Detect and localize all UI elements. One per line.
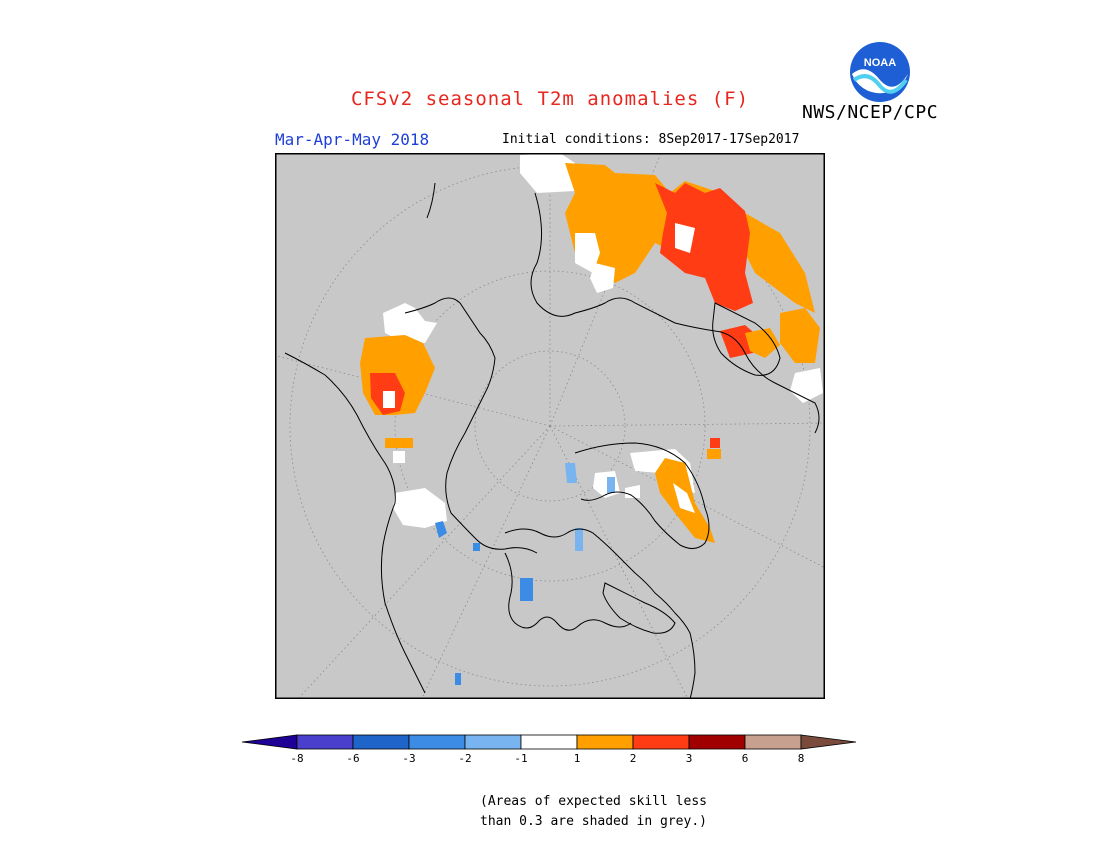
initial-conditions-label: Initial conditions: 8Sep2017-17Sep2017 <box>502 132 800 147</box>
footnote-line-1: (Areas of expected skill less <box>480 794 707 809</box>
legend-tick-label: -3 <box>402 752 415 765</box>
season-label: Mar-Apr-May 2018 <box>275 130 430 149</box>
legend-tick-label: 1 <box>574 752 581 765</box>
skill-footnote: (Areas of expected skill less than 0.3 a… <box>480 792 707 832</box>
organization-label: NWS/NCEP/CPC <box>802 102 939 123</box>
legend-swatch <box>520 734 578 750</box>
chart-title: CFSv2 seasonal T2m anomalies (F) <box>350 88 750 110</box>
legend-tick-label: 6 <box>742 752 749 765</box>
polar-map <box>264 142 836 714</box>
legend-swatch <box>632 734 690 750</box>
legend-swatch <box>352 734 410 750</box>
legend-swatch <box>688 734 746 750</box>
map-frame <box>274 152 826 700</box>
color-legend: -8 -6 -3 -2 -1 1 2 3 6 8 <box>240 733 862 769</box>
legend-tick-labels: -8 -6 -3 -2 -1 1 2 3 6 8 <box>290 752 804 765</box>
legend-swatches <box>241 734 857 750</box>
coastlines <box>284 182 820 700</box>
legend-tick-label: -6 <box>346 752 359 765</box>
noaa-logo-text: NOAA <box>864 57 896 69</box>
anomaly-asia <box>520 153 823 459</box>
legend-swatch <box>576 734 634 750</box>
anomaly-negative <box>435 463 615 685</box>
legend-swatch <box>408 734 466 750</box>
noaa-logo: NOAA <box>848 40 912 104</box>
legend-tick-label: 2 <box>630 752 637 765</box>
legend-tick-label: 3 <box>686 752 693 765</box>
legend-tick-label: 8 <box>798 752 805 765</box>
legend-swatch <box>464 734 522 750</box>
legend-swatch <box>296 734 354 750</box>
legend-tick-label: -1 <box>514 752 527 765</box>
legend-tick-label: -2 <box>458 752 471 765</box>
legend-swatch-min <box>241 734 298 750</box>
legend-swatch-max <box>800 734 857 750</box>
legend-swatch <box>744 734 802 750</box>
footnote-line-2: than 0.3 are shaded in grey.) <box>480 814 707 829</box>
anomaly-north-america <box>360 303 447 528</box>
legend-tick-label: -8 <box>290 752 303 765</box>
